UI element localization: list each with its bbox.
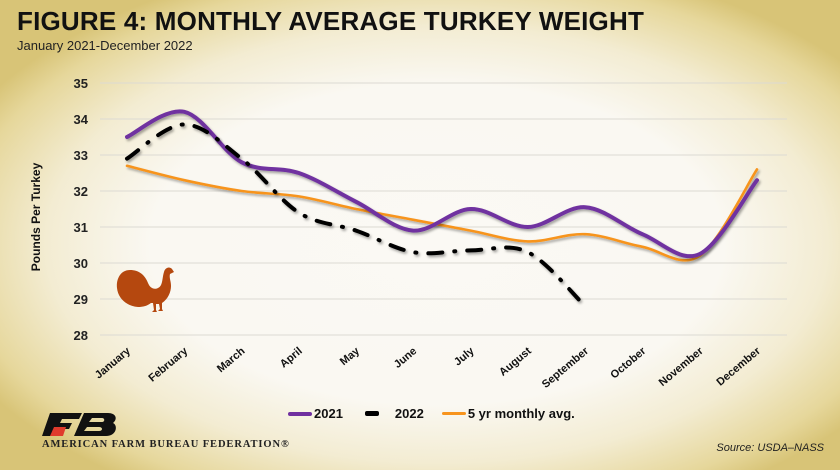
x-tick-label: January	[93, 345, 134, 382]
x-tick-label: November	[657, 345, 706, 389]
x-tick-label: September	[540, 345, 592, 391]
series-line-2021	[125, 109, 759, 259]
legend-label-2022: 2022	[394, 406, 424, 421]
y-tick-label: 28	[74, 328, 88, 343]
chart-subtitle: January 2021-December 2022	[17, 38, 193, 53]
series-line-5-yr-monthly-avg-	[125, 164, 759, 262]
y-axis-label: Pounds Per Turkey	[29, 162, 43, 271]
y-tick-label: 30	[74, 256, 88, 271]
turkey-icon	[116, 267, 174, 312]
y-tick-label: 32	[74, 184, 88, 199]
y-tick-label: 34	[74, 112, 89, 127]
org-name: AMERICAN FARM BUREAU FEDERATION®	[42, 439, 290, 450]
x-tick-label: April	[278, 345, 305, 370]
legend-item-5yr: 5 yr monthly avg.	[441, 406, 575, 421]
x-axis-ticks: January February March April May June July Augu…	[93, 345, 764, 391]
chart-title: FIGURE 4: MONTHLY AVERAGE TURKEY WEIGHT	[17, 6, 645, 36]
farm-bureau-logo	[42, 413, 116, 436]
x-tick-label: December	[714, 345, 763, 389]
y-tick-label: 33	[74, 148, 88, 163]
x-tick-label: February	[146, 345, 190, 385]
series-line-2022	[125, 122, 588, 309]
legend-swatch-2022	[364, 411, 379, 416]
legend-item-2022: 2022	[361, 406, 424, 421]
x-tick-label: March	[215, 345, 248, 375]
x-tick-label: October	[608, 345, 649, 382]
legend-label-5yr: 5 yr monthly avg.	[467, 406, 575, 421]
x-tick-label: July	[452, 345, 477, 369]
legend-swatch-5yr	[441, 412, 466, 415]
y-tick-label: 31	[74, 220, 88, 235]
x-tick-label: June	[392, 345, 419, 371]
x-tick-label: August	[497, 345, 534, 379]
y-tick-label: 35	[74, 76, 88, 91]
legend-label-2021: 2021	[314, 406, 343, 421]
legend-item-2021: 2021	[288, 406, 343, 421]
source-note: Source: USDA–NASS	[716, 442, 824, 454]
gridlines	[100, 82, 787, 336]
y-axis-ticks: 35 34 33 32 31 30 29 28	[74, 76, 89, 343]
series-lines	[125, 109, 759, 309]
y-tick-label: 29	[74, 292, 88, 307]
legend-swatch-2021	[288, 411, 312, 416]
x-tick-label: May	[338, 345, 363, 369]
legend: 2021 2022 5 yr monthly avg.	[288, 406, 593, 421]
